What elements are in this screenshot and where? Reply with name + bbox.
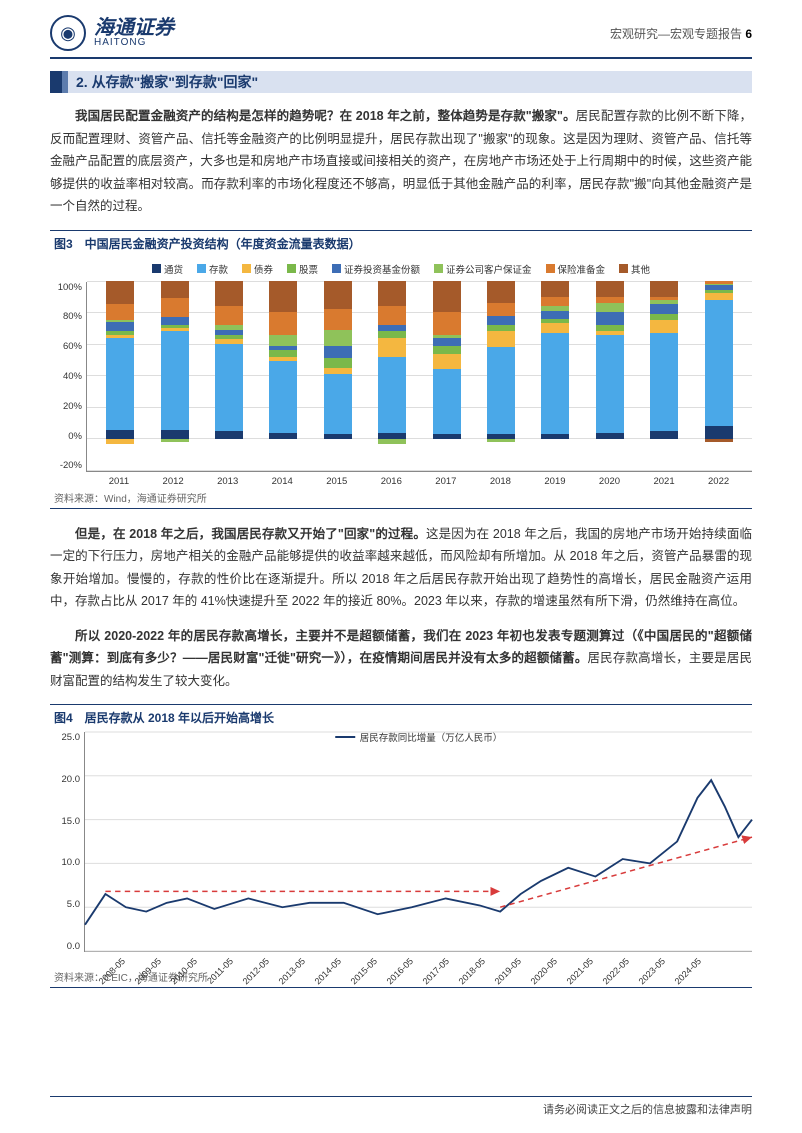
bar-column [266,282,300,471]
logo-text-cn: 海通证券 [94,18,174,38]
logo-icon: ◉ [50,15,86,51]
chart4-area: 25.020.015.010.05.00.0 居民存款同比增量（万亿人民币） 2… [50,732,752,966]
bar-column [158,282,192,471]
section-heading: 2. 从存款"搬家"到存款"回家" [50,71,752,93]
logo: ◉ 海通证券 HAITONG [50,15,174,51]
chart3-yaxis: 100%80%60%40%20%0%-20% [50,282,86,472]
bar-column [647,282,681,471]
x-label: 2014 [272,476,293,487]
bar-column [375,282,409,471]
bar-column [103,282,137,471]
breadcrumb-text: 宏观研究—宏观专题报告 [610,27,742,41]
x-label: 2012 [163,476,184,487]
chart3-legend: 通货存款债券股票证券投资基金份额证券公司客户保证金保险准备金其他 [50,258,752,282]
chart-3-block: 图3 中国居民金融资产投资结构（年度资金流量表数据） 通货存款债券股票证券投资基… [50,230,752,509]
paragraph-3: 所以 2020-2022 年的居民存款高增长，主要并不是超额储蓄，我们在 202… [50,625,752,693]
x-label: 2015 [326,476,347,487]
bar-column [430,282,464,471]
chart3-plot [86,282,752,472]
legend-item: 证券公司客户保证金 [434,262,532,276]
x-label: 2016 [381,476,402,487]
chart4-title: 图4 居民存款从 2018 年以后开始高增长 [50,704,752,732]
section-title: 从存款"搬家"到存款"回家" [92,72,259,92]
x-label: 2018 [490,476,511,487]
legend-item: 保险准备金 [546,262,606,276]
legend-item: 其他 [619,262,650,276]
chart4-plot: 居民存款同比增量（万亿人民币） [84,732,752,952]
legend-item: 存款 [197,262,228,276]
x-label: 2019 [544,476,565,487]
legend-item: 通货 [152,262,183,276]
x-label: 2011 [109,476,129,487]
bar-column [484,282,518,471]
page-header: ◉ 海通证券 HAITONG 宏观研究—宏观专题报告 6 [50,15,752,59]
para1-rest: 居民配置存款的比例不断下降，反而配置理财、资管产品、信托等金融资产的比例明显提升… [50,109,752,213]
bar-column [593,282,627,471]
legend-item: 债券 [242,262,273,276]
x-label: 2021 [653,476,674,487]
chart4-xaxis: 2008-052009-052010-052011-052012-052013-… [50,952,752,966]
chart3-source: 资料来源：Wind，海通证券研究所 [50,487,752,509]
x-label: 2022 [708,476,729,487]
chart4-yaxis: 25.020.015.010.05.00.0 [50,732,84,952]
paragraph-2: 但是，在 2018 年之后，我国居民存款又开始了"回家"的过程。这是因为在 20… [50,523,752,613]
chart3-title: 图3 中国居民金融资产投资结构（年度资金流量表数据） [50,230,752,258]
breadcrumb: 宏观研究—宏观专题报告 6 [610,25,752,42]
bar-column [702,282,736,471]
x-label: 2020 [599,476,620,487]
para1-lead: 我国居民配置金融资产的结构是怎样的趋势呢？在 2018 年之前，整体趋势是存款"… [75,109,576,123]
bar-column [212,282,246,471]
x-label: 2017 [435,476,456,487]
section-number: 2. [76,74,88,90]
chart3-xaxis: 2011 2012 2013 2014 2015 2016 2017 2018 2019 2020… [50,472,752,487]
bar-column [321,282,355,471]
bar-column [538,282,572,471]
chart-4-block: 图4 居民存款从 2018 年以后开始高增长 25.020.015.010.05… [50,704,752,988]
logo-text-en: HAITONG [94,38,174,48]
x-label: 2013 [217,476,238,487]
para2-lead: 但是，在 2018 年之后，我国居民存款又开始了"回家"的过程。 [75,527,426,541]
page-number: 6 [745,27,752,41]
chart3-area: 通货存款债券股票证券投资基金份额证券公司客户保证金保险准备金其他 100%80%… [50,258,752,487]
paragraph-1: 我国居民配置金融资产的结构是怎样的趋势呢？在 2018 年之前，整体趋势是存款"… [50,105,752,218]
footer-disclaimer: 请务必阅读正文之后的信息披露和法律声明 [543,1101,752,1117]
legend-item: 股票 [287,262,318,276]
legend-item: 证券投资基金份额 [332,262,420,276]
